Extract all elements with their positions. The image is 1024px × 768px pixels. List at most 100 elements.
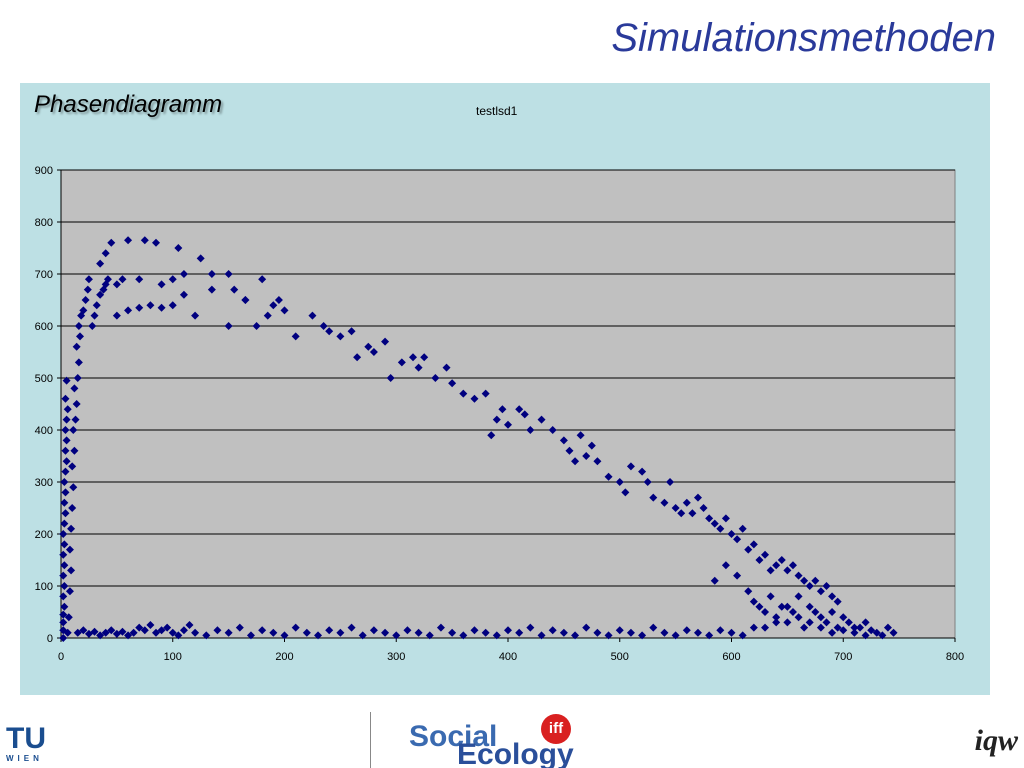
data-point bbox=[68, 462, 77, 471]
data-point bbox=[487, 431, 496, 440]
data-point bbox=[151, 628, 160, 637]
data-point bbox=[179, 270, 188, 278]
data-point bbox=[347, 327, 356, 336]
data-point bbox=[61, 509, 70, 518]
data-point bbox=[185, 621, 194, 629]
data-point bbox=[59, 610, 68, 619]
data-point bbox=[392, 631, 401, 640]
data-point bbox=[386, 374, 395, 382]
data-point bbox=[828, 608, 837, 616]
data-point bbox=[414, 363, 423, 372]
data-point bbox=[833, 623, 842, 632]
tu-logo-sub: WIEN bbox=[6, 754, 43, 763]
data-point bbox=[710, 576, 719, 585]
data-point bbox=[59, 571, 68, 580]
data-point bbox=[246, 631, 255, 640]
data-point bbox=[280, 306, 289, 315]
data-point bbox=[88, 322, 97, 330]
data-point bbox=[805, 602, 814, 611]
data-point bbox=[90, 627, 99, 636]
data-point bbox=[822, 582, 831, 590]
x-tick-label: 0 bbox=[58, 651, 64, 663]
data-point bbox=[135, 303, 144, 312]
data-point bbox=[515, 405, 524, 414]
data-point bbox=[682, 498, 691, 507]
data-point bbox=[833, 597, 842, 606]
data-point bbox=[604, 631, 613, 640]
data-point bbox=[269, 301, 278, 310]
data-point bbox=[291, 332, 300, 341]
data-point bbox=[761, 608, 770, 616]
data-point bbox=[677, 509, 686, 518]
iqw-logo: iqw bbox=[974, 724, 1018, 757]
x-tick-label: 500 bbox=[611, 651, 629, 663]
data-point bbox=[353, 353, 362, 362]
data-point bbox=[766, 592, 775, 601]
x-tick-label: 400 bbox=[499, 651, 517, 663]
data-point bbox=[615, 478, 624, 486]
data-point bbox=[59, 618, 68, 627]
data-point bbox=[364, 342, 373, 351]
data-point bbox=[626, 628, 635, 637]
data-point bbox=[537, 631, 546, 640]
data-point bbox=[118, 275, 127, 284]
data-point bbox=[761, 623, 770, 632]
data-point bbox=[112, 280, 121, 289]
y-tick-label: 200 bbox=[35, 529, 53, 541]
data-point bbox=[60, 498, 69, 507]
data-point bbox=[839, 626, 848, 635]
chart-title: testlsd1 bbox=[476, 104, 518, 118]
data-point bbox=[571, 457, 580, 466]
data-point bbox=[336, 332, 345, 341]
data-point bbox=[103, 275, 112, 284]
data-point bbox=[196, 254, 205, 263]
data-point bbox=[498, 405, 507, 414]
data-point bbox=[347, 623, 356, 632]
data-point bbox=[878, 631, 887, 640]
data-point bbox=[101, 628, 110, 637]
data-point bbox=[761, 550, 770, 559]
data-point bbox=[174, 631, 183, 640]
data-point bbox=[397, 358, 406, 367]
data-point bbox=[710, 519, 719, 528]
data-point bbox=[856, 623, 865, 632]
data-point bbox=[800, 576, 809, 585]
data-point bbox=[381, 337, 390, 346]
data-point bbox=[727, 628, 736, 637]
data-point bbox=[409, 353, 418, 362]
data-point bbox=[157, 303, 166, 312]
data-point bbox=[67, 566, 76, 575]
data-point bbox=[71, 415, 80, 424]
data-point bbox=[135, 623, 144, 632]
data-point bbox=[235, 623, 244, 632]
data-point bbox=[688, 509, 697, 518]
data-point bbox=[666, 478, 675, 486]
data-point bbox=[783, 618, 792, 627]
data-point bbox=[699, 504, 708, 512]
data-point bbox=[140, 236, 149, 245]
data-point bbox=[766, 566, 775, 575]
data-point bbox=[621, 488, 630, 497]
data-point bbox=[140, 626, 149, 635]
data-point bbox=[593, 457, 602, 466]
data-point bbox=[794, 571, 803, 580]
data-point bbox=[61, 426, 70, 434]
data-point bbox=[79, 626, 88, 635]
tu-logo-text: TU bbox=[6, 722, 46, 755]
data-point bbox=[191, 628, 200, 637]
data-point bbox=[291, 623, 300, 632]
tu-wien-logo: TU WIEN bbox=[6, 724, 50, 768]
data-point bbox=[788, 608, 797, 616]
data-point bbox=[828, 592, 837, 601]
data-point bbox=[777, 602, 786, 611]
data-point bbox=[705, 514, 714, 523]
data-point bbox=[358, 631, 367, 640]
data-point bbox=[414, 628, 423, 637]
y-tick-label: 0 bbox=[47, 633, 53, 645]
data-point bbox=[425, 631, 434, 640]
data-point bbox=[319, 322, 328, 330]
y-tick-label: 800 bbox=[35, 217, 53, 229]
data-point bbox=[537, 415, 546, 424]
data-point bbox=[520, 410, 529, 419]
data-point bbox=[174, 244, 183, 252]
